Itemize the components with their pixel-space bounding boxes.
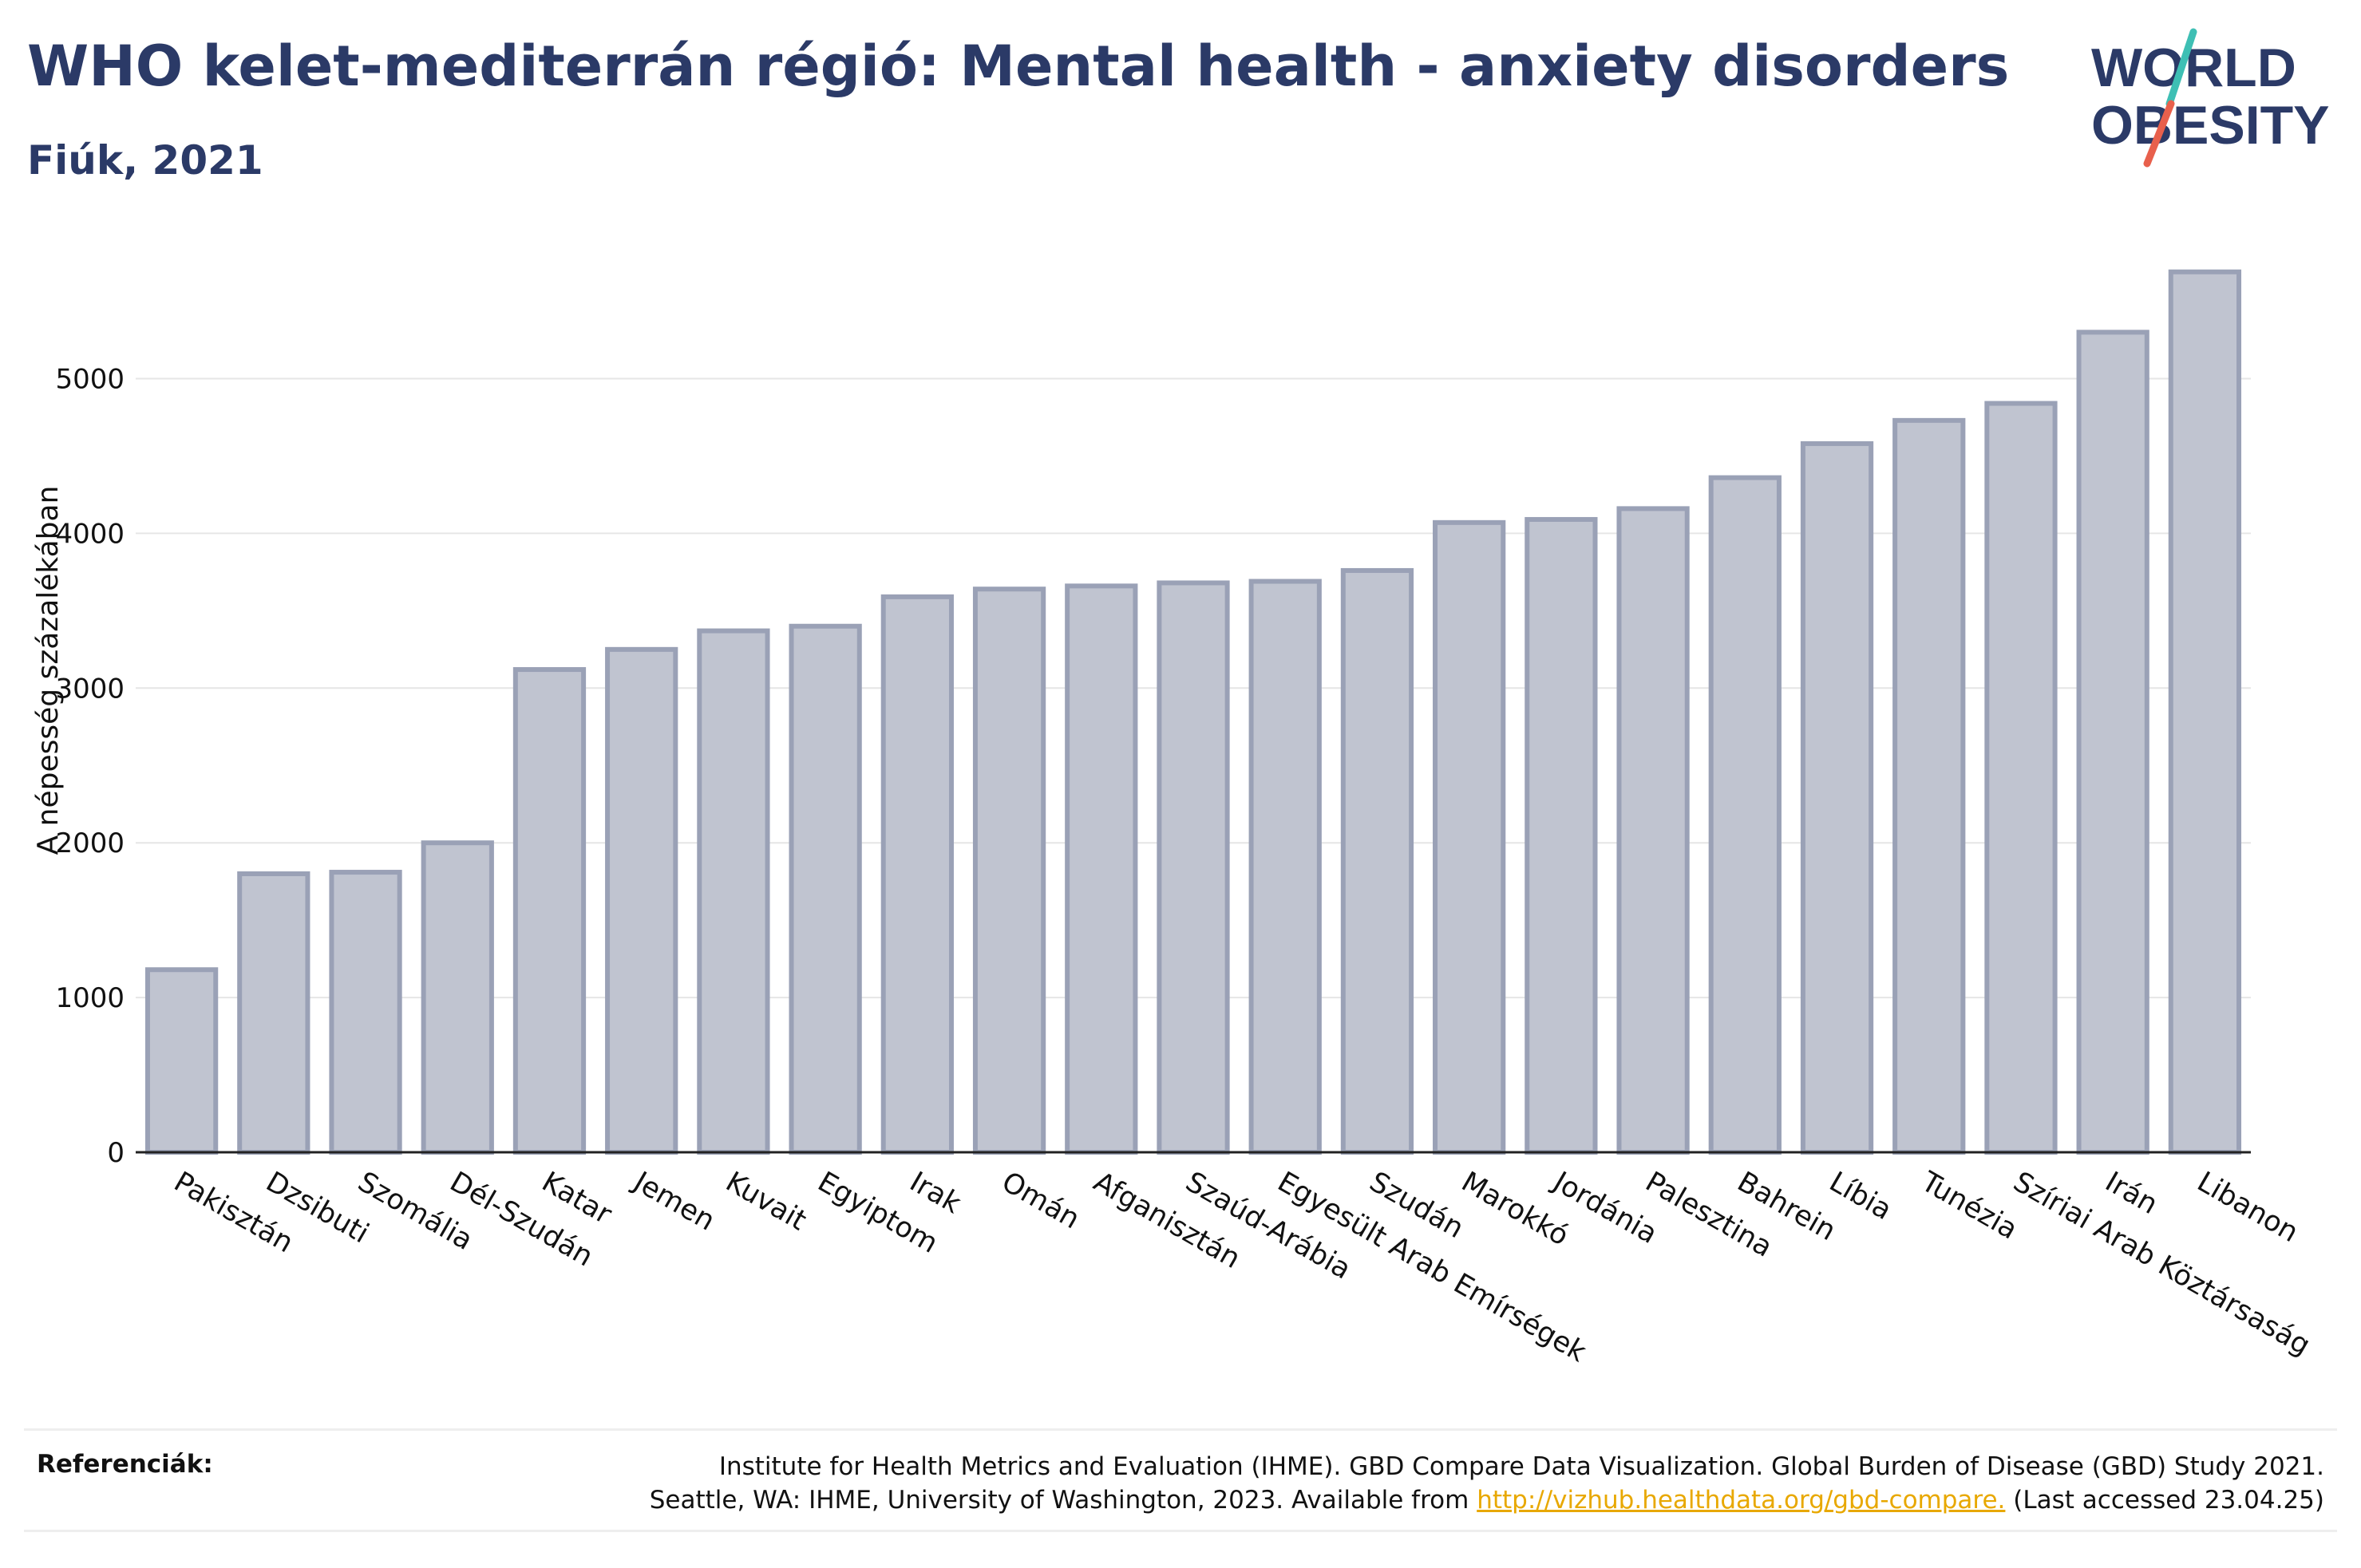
y-tick-label: 1000: [55, 982, 125, 1014]
world-obesity-logo: WORLD OBESITY: [2091, 28, 2330, 168]
bar: [880, 594, 954, 1155]
bar: [421, 840, 494, 1155]
x-tick-label: Jemen: [627, 1165, 720, 1237]
bar: [1616, 506, 1690, 1155]
y-tick-label: 2000: [55, 827, 125, 859]
bar: [329, 870, 402, 1155]
bar: [1157, 580, 1230, 1155]
x-tick-label: Omán: [996, 1166, 1085, 1235]
x-tick-label: Irak: [904, 1166, 967, 1220]
y-tick-label: 3000: [55, 673, 125, 705]
bar: [1065, 583, 1138, 1155]
x-tick-label: Irán: [2100, 1166, 2163, 1221]
references-label: Referenciák:: [37, 1450, 213, 1479]
reference-line-2-end: (Last accessed 23.04.25): [2005, 1486, 2324, 1515]
bar: [144, 967, 219, 1155]
bar: [605, 646, 678, 1155]
bar: [972, 587, 1046, 1155]
bars: [144, 269, 2242, 1155]
y-tick-labels: 0 1000 2000 3000 4000 5000: [55, 364, 125, 1169]
logo-word-world: WORLD: [2091, 38, 2296, 98]
y-tick-label: 5000: [55, 364, 125, 396]
reference-link[interactable]: http://vizhub.healthdata.org/gbd-compare…: [1477, 1486, 2006, 1515]
x-tick-labels: PakisztánDzsibutiSzomáliaDél-SzudánKatar…: [168, 1165, 2316, 1369]
reference-line-1: Institute for Health Metrics and Evaluat…: [718, 1452, 2324, 1481]
logo-word-obesity: OBESITY: [2091, 95, 2330, 156]
y-axis-label: A népesség százalékában: [32, 486, 65, 855]
reference-line-2: Seattle, WA: IHME, University of Washing…: [650, 1483, 2324, 1517]
references-text: Institute for Health Metrics and Evaluat…: [650, 1450, 2324, 1517]
references-footer: Referenciák: Institute for Health Metric…: [24, 1428, 2337, 1532]
bar: [1433, 519, 1506, 1155]
bar: [1340, 567, 1414, 1155]
x-tick-label: Kuvait: [720, 1166, 811, 1237]
bar: [697, 628, 770, 1155]
bar: [2076, 330, 2149, 1155]
bar-chart: 0 1000 2000 3000 4000 5000 PakisztánDzsibutiS…: [32, 269, 2316, 1369]
y-tick-label: 4000: [55, 518, 125, 550]
logo-slash-red: [2143, 100, 2175, 168]
reference-line-2-start: Seattle, WA: IHME, University of Washing…: [649, 1486, 1477, 1515]
bar: [1892, 417, 1966, 1155]
bar: [789, 623, 862, 1155]
chart-title: WHO kelet-mediterrán régió: Mental healt…: [27, 34, 2010, 99]
y-tick-label: 0: [107, 1137, 125, 1169]
chart-subtitle: Fiúk, 2021: [27, 137, 263, 184]
bar: [1800, 440, 1874, 1155]
bar: [2168, 269, 2242, 1155]
x-tick-label: Libanon: [2192, 1166, 2304, 1249]
bar: [1525, 516, 1598, 1155]
bar: [1984, 401, 2058, 1155]
bar: [1248, 579, 1322, 1155]
x-tick-label: Tunézia: [1915, 1166, 2023, 1246]
bar: [512, 667, 587, 1155]
bar: [1708, 475, 1782, 1155]
logo-slash-teal: [2165, 28, 2197, 108]
bar: [237, 871, 310, 1155]
